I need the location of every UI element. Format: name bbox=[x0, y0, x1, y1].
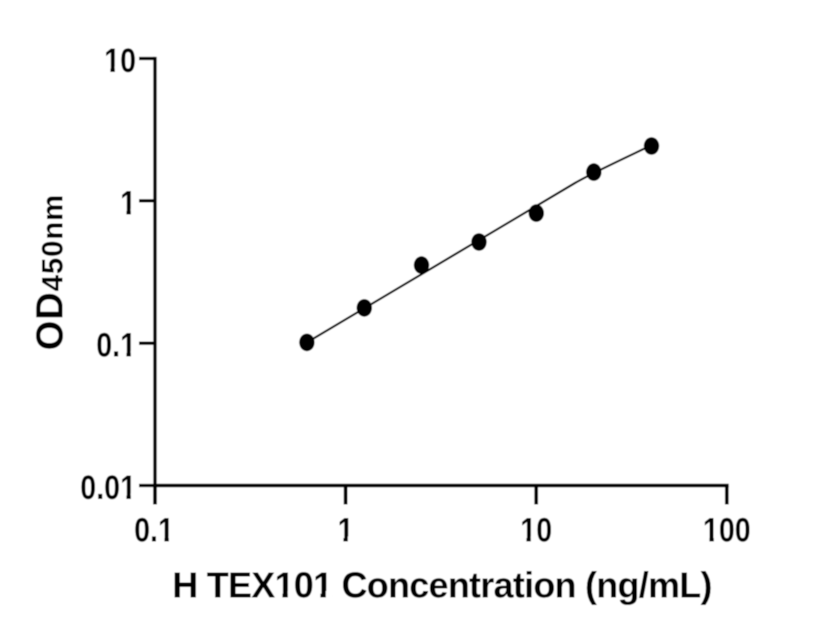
svg-text:100: 100 bbox=[703, 510, 751, 549]
svg-text:H TEX101 Concentration (ng/mL): H TEX101 Concentration (ng/mL) bbox=[172, 565, 712, 606]
svg-text:OD450nm: OD450nm bbox=[29, 194, 71, 350]
svg-text:0.01: 0.01 bbox=[80, 467, 136, 506]
svg-text:0.1: 0.1 bbox=[134, 510, 174, 549]
svg-text:10: 10 bbox=[520, 510, 552, 549]
svg-text:10: 10 bbox=[104, 40, 136, 79]
svg-text:1: 1 bbox=[338, 510, 354, 549]
svg-text:1: 1 bbox=[120, 183, 136, 222]
svg-text:0.1: 0.1 bbox=[96, 325, 136, 364]
